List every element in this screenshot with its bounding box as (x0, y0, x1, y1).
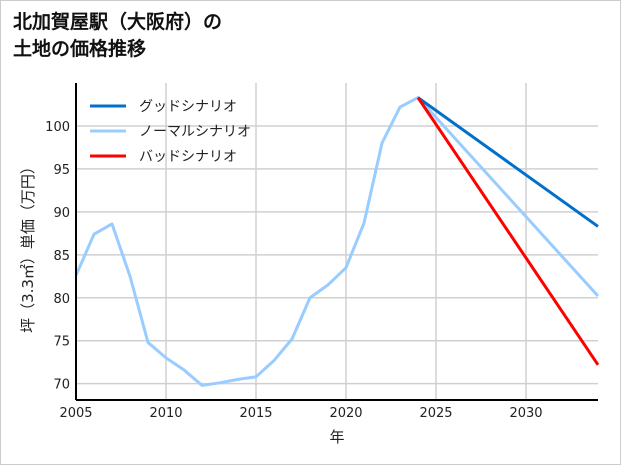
y-tick-label: 85 (53, 249, 70, 264)
y-tick-label: 75 (53, 335, 70, 350)
legend-label: バッドシナリオ (139, 149, 237, 165)
y-tick-label: 90 (53, 206, 70, 221)
x-tick-label: 2025 (419, 406, 452, 421)
x-tick-label: 2020 (329, 406, 362, 421)
chart-title: 北加賀屋駅（大阪府）の 土地の価格推移 (13, 9, 222, 63)
x-tick-label: 2015 (239, 406, 272, 421)
x-axis-label: 年 (329, 428, 344, 446)
y-tick-label: 95 (53, 163, 70, 178)
x-tick-label: 2005 (59, 406, 92, 421)
y-axis-label: 坪（3.3㎡）単価（万円） (19, 159, 37, 333)
y-tick-label: 100 (45, 120, 70, 135)
y-tick-label: 80 (53, 292, 70, 307)
legend-label: ノーマルシナリオ (139, 124, 251, 140)
series-line (417, 96, 599, 228)
y-tick-label: 70 (53, 378, 70, 393)
legend-label: グッドシナリオ (139, 99, 237, 115)
x-tick-label: 2010 (149, 406, 182, 421)
x-tick-label: 2030 (509, 406, 542, 421)
title-line-1: 北加賀屋駅（大阪府）の (13, 11, 223, 33)
title-line-2: 土地の価格推移 (13, 38, 147, 60)
series-line (74, 96, 600, 387)
series-line (416, 96, 600, 366)
